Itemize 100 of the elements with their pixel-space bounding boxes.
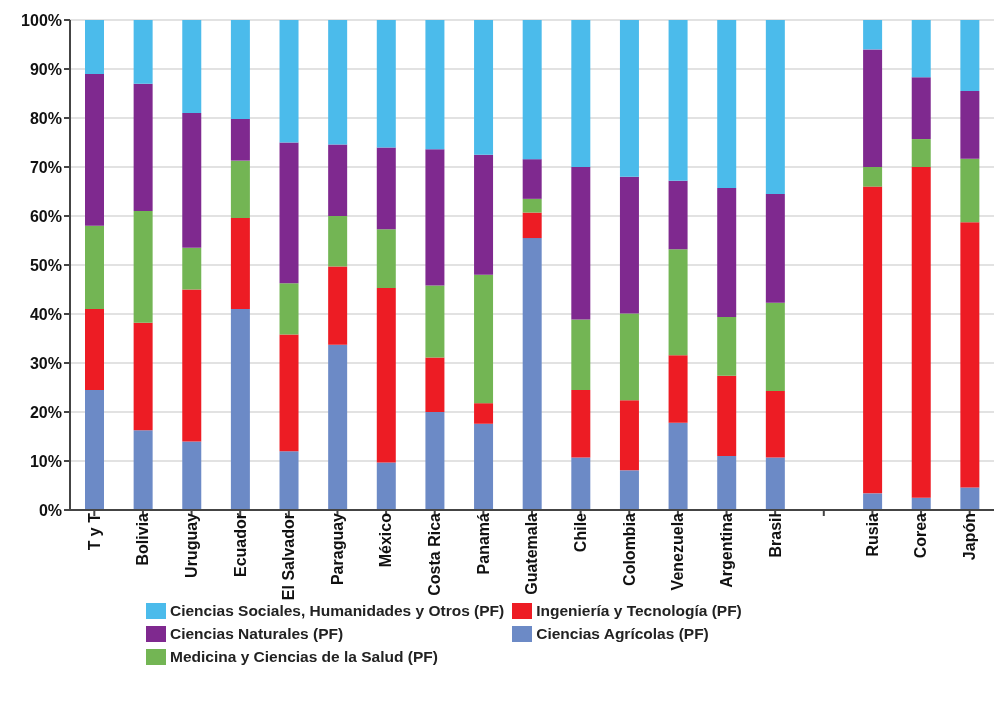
y-tick-label: 70% [29,158,62,176]
x-tick-label: Venezuela [669,512,687,591]
legend-label: Ingeniería y Tecnología (PF) [536,601,742,620]
bar [376,20,396,148]
bar [571,457,591,510]
bar [571,389,591,458]
y-tick-label: 60% [29,207,62,225]
y-tick-label: 10% [29,452,62,470]
y-tick-label: 90% [29,60,62,78]
bar [133,20,153,84]
bar [230,217,250,310]
bar [328,344,348,510]
x-tick-label: Colombia [620,512,638,586]
bar [960,487,980,510]
bar [765,193,785,303]
legend-label: Ciencias Sociales, Humanidades y Otros (PF) [170,601,505,620]
bar [376,147,396,230]
bar [328,216,348,267]
x-tick-label: Uruguay [182,512,200,578]
bar [474,423,494,510]
bar [474,274,494,404]
bar [717,375,737,457]
bar [863,493,883,510]
bar [960,158,980,223]
bar [328,20,348,145]
y-tick-label: 40% [29,305,62,323]
bar [960,91,980,159]
bar [717,188,737,317]
bar [619,176,639,314]
bar [571,319,591,390]
bar [230,160,250,218]
bar [425,412,445,510]
y-tick-label: 30% [29,354,62,372]
bar [425,149,445,286]
bar [279,451,299,510]
bar [668,355,688,423]
bar [863,49,883,167]
bar [765,457,785,510]
bar [765,390,785,458]
x-tick-label: Japón [961,513,979,561]
bar [960,222,980,488]
x-tick-label: Ecuador [231,513,249,578]
bar [328,144,348,216]
bar [765,302,785,391]
bar [328,266,348,345]
bar [182,289,202,442]
bar [863,20,883,50]
bar [279,334,299,452]
x-tick-label: Corea [912,512,930,559]
bar [474,403,494,424]
bar [765,20,785,194]
bar [522,238,542,510]
bar [133,322,153,431]
bar [182,247,202,290]
bar [230,20,250,119]
bar [182,20,202,114]
bar [474,154,494,275]
bar [571,20,591,167]
x-tick-label: Argentina [717,512,735,588]
bar [522,212,542,239]
legend-label: Ciencias Agrícolas (PF) [536,624,709,643]
x-tick-label: México [377,512,395,568]
bar [279,142,299,284]
x-tick-label: El Salvador [280,513,298,601]
x-tick-label: Costa Rica [426,512,444,596]
bar [522,159,542,199]
bar [522,20,542,160]
bar [717,456,737,510]
x-tick-label: Guatemala [523,512,541,595]
y-tick-label: 100% [21,11,62,29]
x-tick-label: Bolivia [134,512,152,566]
y-tick-label: 20% [29,403,62,421]
bar [911,497,931,510]
bar [133,83,153,212]
bar [425,357,445,412]
bar [376,288,396,463]
bar [425,20,445,150]
bar [133,211,153,323]
bar [619,400,639,471]
bar [668,180,688,250]
bar [717,20,737,189]
bar [85,73,104,226]
bar [279,283,299,335]
bar [619,313,639,401]
bar [668,20,688,181]
bar [668,422,688,510]
x-tick-label: Brasil [766,513,784,558]
bar [85,225,104,310]
x-tick-label: Panamá [474,512,492,575]
bar [960,20,980,92]
bar [230,118,250,161]
bar [85,20,104,74]
legend-label: Medicina y Ciencias de la Salud (PF) [170,647,438,666]
bar [279,20,299,143]
x-tick-label: T y T [85,512,103,551]
bar [668,249,688,356]
x-tick-label: Paraguay [328,512,346,586]
bar [863,167,883,187]
bar [133,430,153,510]
bar [85,389,104,510]
